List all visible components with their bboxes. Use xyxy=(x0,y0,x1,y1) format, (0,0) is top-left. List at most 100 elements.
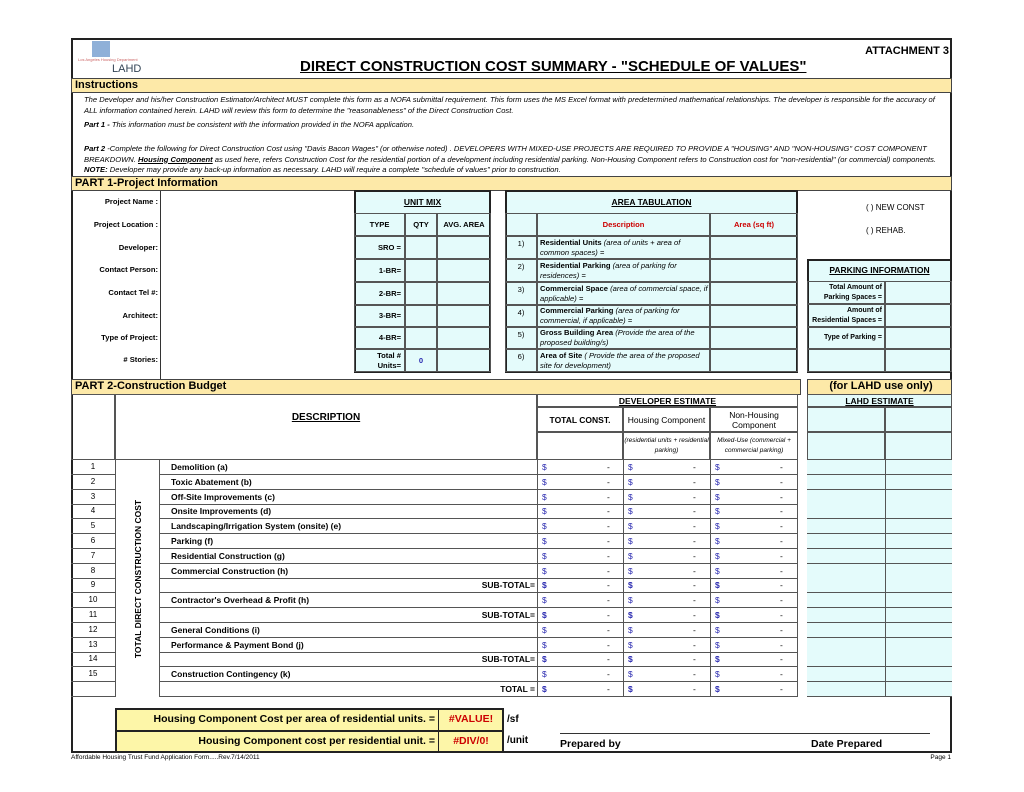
lahd-estimate-row[interactable] xyxy=(807,548,952,564)
currency-symbol: $ xyxy=(542,639,547,650)
budget-row: 8 Commercial Construction (h) $ - $ - $ - xyxy=(71,563,798,579)
cost-value[interactable]: - xyxy=(780,462,783,472)
area-sqft-input[interactable] xyxy=(710,259,798,282)
cost-value[interactable]: - xyxy=(780,491,783,502)
cost-value[interactable]: - xyxy=(607,462,610,472)
cost-value[interactable]: - xyxy=(780,595,783,606)
lahd-header-cell xyxy=(885,432,952,460)
unit-avg-area-input[interactable] xyxy=(437,305,491,327)
cost-value[interactable]: - xyxy=(607,536,610,546)
cost-value[interactable]: - xyxy=(607,550,610,561)
cost-value[interactable]: - xyxy=(607,595,610,606)
cost-value[interactable]: - xyxy=(780,521,783,532)
cost-value[interactable]: - xyxy=(607,639,610,650)
cost-value[interactable]: - xyxy=(780,536,783,546)
lahd-estimate-row[interactable] xyxy=(807,519,952,535)
currency-symbol: $ xyxy=(542,506,547,517)
cost-value[interactable]: - xyxy=(780,476,783,487)
cost-value[interactable]: - xyxy=(780,684,783,694)
cost-value[interactable]: - xyxy=(780,669,783,680)
lahd-estimate-row[interactable] xyxy=(807,578,952,594)
unit-qty-input[interactable] xyxy=(405,259,437,282)
cost-value[interactable]: - xyxy=(780,550,783,561)
area-sqft-input[interactable] xyxy=(710,327,798,349)
cost-value[interactable]: - xyxy=(693,684,696,694)
cost-value[interactable]: - xyxy=(693,595,696,606)
unit-qty-input[interactable] xyxy=(405,327,437,349)
cost-value[interactable]: - xyxy=(693,521,696,532)
lahd-estimate-row[interactable] xyxy=(807,489,952,505)
lahd-estimate-row[interactable] xyxy=(807,460,952,475)
unit-avg-area-input[interactable] xyxy=(437,349,491,372)
currency-symbol: $ xyxy=(628,595,633,606)
cost-value[interactable]: - xyxy=(780,506,783,517)
cost-per-unit-label: Housing Component cost per residential u… xyxy=(198,735,435,747)
cost-value[interactable]: - xyxy=(693,639,696,650)
lahd-estimate-row[interactable] xyxy=(807,682,952,697)
area-sqft-input[interactable] xyxy=(710,236,798,259)
cost-value[interactable]: - xyxy=(607,669,610,680)
area-sqft-input[interactable] xyxy=(710,282,798,305)
cost-value[interactable]: - xyxy=(607,684,610,694)
rehab-checkbox[interactable]: ( ) REHAB. xyxy=(866,226,906,235)
cost-value[interactable]: - xyxy=(693,491,696,502)
unit-avg-area-input[interactable] xyxy=(437,282,491,305)
cost-value[interactable]: - xyxy=(780,580,783,591)
parking-value-input[interactable] xyxy=(885,327,952,349)
cost-value[interactable]: - xyxy=(607,580,610,591)
parking-value-input[interactable] xyxy=(885,304,952,327)
cost-value[interactable]: - xyxy=(693,624,696,635)
page-number: Page 1 xyxy=(930,754,951,761)
cost-value[interactable]: - xyxy=(607,521,610,532)
cost-value[interactable]: - xyxy=(780,565,783,576)
cost-value[interactable]: - xyxy=(780,624,783,635)
lahd-estimate-row[interactable] xyxy=(807,667,952,683)
new-const-checkbox[interactable]: ( ) NEW CONST xyxy=(866,203,925,212)
cost-value[interactable]: - xyxy=(693,669,696,680)
area-item-description: Commercial Parking (area of parking for … xyxy=(537,305,710,327)
area-sqft-input[interactable] xyxy=(710,305,798,327)
cost-value[interactable]: - xyxy=(693,565,696,576)
cost-value[interactable]: - xyxy=(693,462,696,472)
cost-value[interactable]: - xyxy=(693,550,696,561)
cost-value[interactable]: - xyxy=(780,610,783,620)
lahd-estimate-row[interactable] xyxy=(807,474,952,490)
parking-info-title: PARKING INFORMATION xyxy=(829,265,930,275)
cost-value[interactable]: - xyxy=(607,624,610,635)
lahd-estimate-row[interactable] xyxy=(807,593,952,609)
cost-value[interactable]: - xyxy=(693,476,696,487)
cost-value[interactable]: - xyxy=(607,610,610,620)
lahd-estimate-row[interactable] xyxy=(807,608,952,623)
lahd-estimate-row[interactable] xyxy=(807,504,952,520)
currency-symbol: $ xyxy=(542,550,547,561)
cost-value[interactable]: - xyxy=(693,654,696,665)
row-number: 8 xyxy=(90,565,96,575)
unit-qty-input[interactable] xyxy=(405,282,437,305)
unit-qty-input[interactable]: 0 xyxy=(405,349,437,372)
unit-qty-input[interactable] xyxy=(405,305,437,327)
parking-value-input[interactable] xyxy=(885,349,952,372)
cost-value[interactable]: - xyxy=(607,506,610,517)
cost-value[interactable]: - xyxy=(780,639,783,650)
cost-value[interactable]: - xyxy=(780,654,783,665)
cost-value[interactable]: - xyxy=(607,654,610,665)
unit-avg-area-input[interactable] xyxy=(437,327,491,349)
cost-value[interactable]: - xyxy=(607,476,610,487)
unit-avg-area-input[interactable] xyxy=(437,236,491,259)
cost-value[interactable]: - xyxy=(693,610,696,620)
cost-value[interactable]: - xyxy=(693,506,696,517)
lahd-estimate-row[interactable] xyxy=(807,652,952,668)
unit-qty-input[interactable] xyxy=(405,236,437,259)
unit-avg-area-input[interactable] xyxy=(437,259,491,282)
lahd-estimate-row[interactable] xyxy=(807,534,952,549)
lahd-estimate-row[interactable] xyxy=(807,622,952,638)
cost-value[interactable]: - xyxy=(607,491,610,502)
cost-value[interactable]: - xyxy=(693,536,696,546)
lahd-estimate-row[interactable] xyxy=(807,637,952,653)
cost-value[interactable]: - xyxy=(693,580,696,591)
budget-row: 14 SUB-TOTAL= $ - $ - $ - xyxy=(71,652,798,668)
parking-value-input[interactable] xyxy=(885,281,952,304)
area-sqft-input[interactable] xyxy=(710,349,798,372)
cost-value[interactable]: - xyxy=(607,565,610,576)
lahd-estimate-row[interactable] xyxy=(807,563,952,579)
